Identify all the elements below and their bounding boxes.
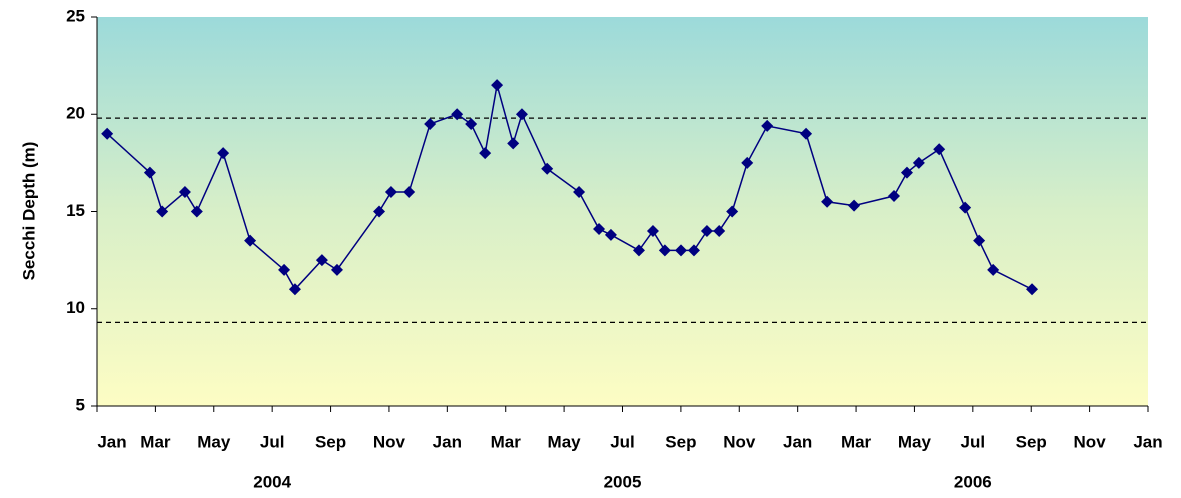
marker	[973, 234, 986, 247]
y-tick-label: 15	[66, 201, 85, 220]
marker	[604, 228, 617, 241]
marker	[373, 205, 386, 218]
marker	[288, 283, 301, 296]
x-tick-label: Sep	[315, 432, 346, 451]
x-tick-label: Nov	[373, 432, 406, 451]
marker	[800, 127, 813, 140]
year-label: 2006	[954, 472, 992, 491]
marker	[646, 224, 659, 237]
series-line	[106, 84, 1033, 291]
x-tick-label: May	[548, 432, 582, 451]
y-axis-label: Secchi Depth (m)	[19, 142, 38, 281]
marker	[959, 201, 972, 214]
marker	[143, 166, 156, 179]
x-tick-label: Mar	[491, 432, 522, 451]
marker	[451, 108, 464, 121]
year-label: 2004	[253, 472, 291, 491]
x-tick-label: Sep	[1016, 432, 1047, 451]
marker	[987, 263, 1000, 276]
marker	[315, 254, 328, 267]
marker	[101, 127, 114, 140]
marker	[933, 143, 946, 156]
marker	[156, 205, 169, 218]
marker	[761, 119, 774, 132]
plot-background	[97, 17, 1148, 406]
marker	[912, 156, 925, 169]
x-tick-label: Jan	[97, 432, 126, 451]
year-label: 2005	[604, 472, 642, 491]
marker	[687, 244, 700, 257]
marker	[217, 147, 230, 160]
marker	[384, 186, 397, 199]
x-tick-label: Nov	[1074, 432, 1107, 451]
x-tick-label: Mar	[841, 432, 872, 451]
marker	[479, 147, 492, 160]
marker	[713, 224, 726, 237]
marker	[741, 156, 754, 169]
marker	[573, 186, 586, 199]
marker	[900, 166, 913, 179]
x-tick-label: May	[898, 432, 932, 451]
marker	[178, 186, 191, 199]
x-tick-label: Jul	[260, 432, 285, 451]
y-tick-label: 20	[66, 104, 85, 123]
marker	[244, 234, 257, 247]
x-tick-label: Jan	[1133, 432, 1162, 451]
x-tick-label: Jul	[610, 432, 635, 451]
marker	[465, 117, 478, 130]
x-tick-label: Jul	[961, 432, 986, 451]
x-tick-label: Jan	[783, 432, 812, 451]
marker	[848, 199, 861, 212]
marker	[507, 137, 520, 150]
marker	[593, 223, 606, 236]
x-tick-label: Jan	[433, 432, 462, 451]
marker	[821, 195, 834, 208]
marker	[491, 79, 504, 92]
y-tick-label: 10	[66, 298, 85, 317]
marker	[190, 205, 203, 218]
marker	[675, 244, 688, 257]
marker	[330, 263, 343, 276]
y-tick-label: 5	[76, 395, 85, 414]
x-tick-label: Nov	[723, 432, 756, 451]
marker	[278, 263, 291, 276]
x-tick-label: May	[197, 432, 231, 451]
x-tick-label: Mar	[140, 432, 171, 451]
marker	[632, 244, 645, 257]
marker	[1026, 283, 1039, 296]
marker	[888, 189, 901, 202]
marker	[515, 108, 528, 121]
marker	[541, 162, 554, 175]
marker	[726, 205, 739, 218]
marker	[700, 224, 713, 237]
x-tick-label: Sep	[665, 432, 696, 451]
y-tick-label: 25	[66, 6, 85, 25]
marker	[658, 244, 671, 257]
marker	[424, 117, 437, 130]
marker	[403, 186, 416, 199]
